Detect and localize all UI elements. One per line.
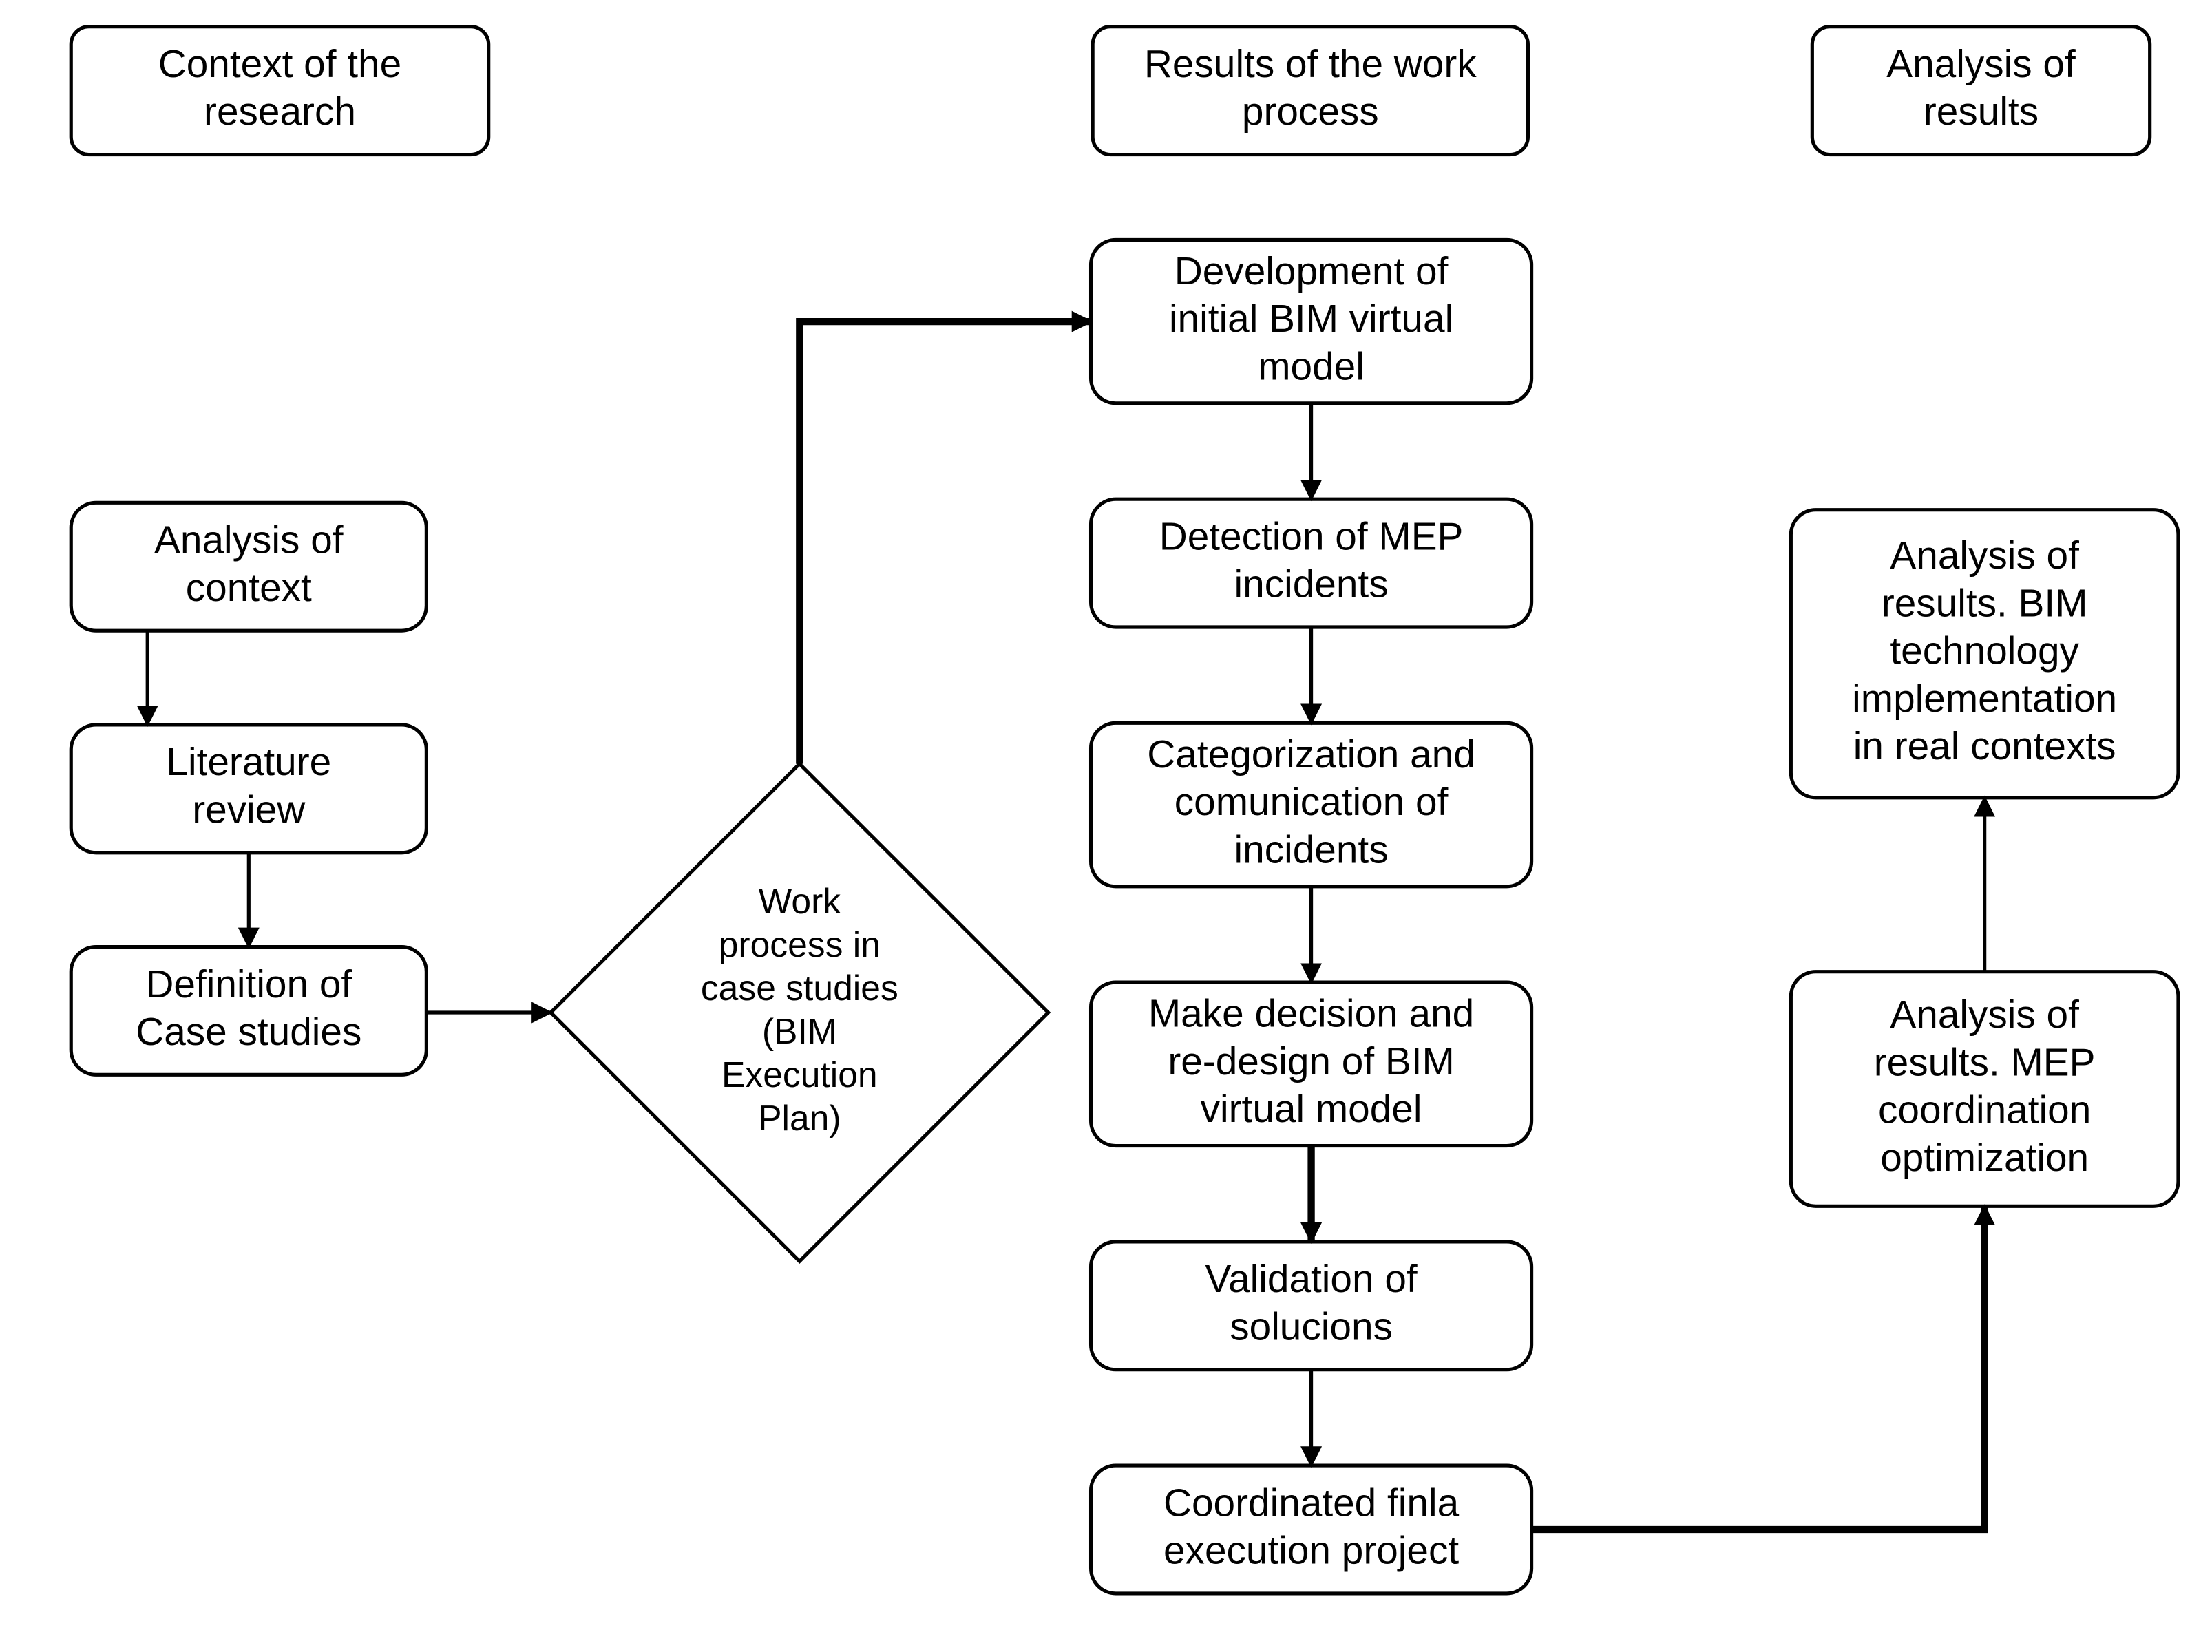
- svg-text:Results of the work: Results of the work: [1144, 43, 1477, 86]
- svg-text:Execution: Execution: [721, 1055, 878, 1094]
- svg-text:Categorization and: Categorization and: [1147, 733, 1475, 776]
- box-r2: Analysis ofresults. MEP coordinationoptim…: [1791, 972, 2178, 1207]
- svg-text:incidents: incidents: [1234, 563, 1389, 606]
- svg-text:comunication of: comunication of: [1175, 781, 1449, 824]
- box-c2: Detection of MEP incidents: [1091, 499, 1532, 627]
- box-c3: Categorization and comunication ofinciden…: [1091, 723, 1532, 886]
- svg-text:context: context: [186, 566, 312, 610]
- svg-text:(BIM: (BIM: [762, 1011, 837, 1051]
- svg-text:re-design of BIM: re-design of BIM: [1168, 1040, 1454, 1083]
- svg-text:results: results: [1924, 90, 2039, 134]
- box-c1: Development ofinitial BIM virtualmodel: [1091, 240, 1532, 403]
- svg-text:Analysis of: Analysis of: [154, 519, 344, 562]
- svg-text:Analysis of: Analysis of: [1890, 993, 2079, 1037]
- box-c5: Validation ofsolucions: [1091, 1242, 1532, 1370]
- box-b2: Literaturereview: [71, 725, 426, 853]
- svg-text:Plan): Plan): [758, 1098, 841, 1138]
- svg-text:research: research: [204, 90, 356, 134]
- svg-text:virtual model: virtual model: [1201, 1088, 1422, 1131]
- svg-text:Detection of MEP: Detection of MEP: [1159, 515, 1464, 558]
- svg-text:Context of the: Context of the: [158, 43, 401, 86]
- svg-text:model: model: [1258, 345, 1365, 388]
- svg-text:implementation: implementation: [1852, 677, 2117, 721]
- svg-text:coordination: coordination: [1878, 1089, 2091, 1132]
- box-r1: Analysis ofresults. BIM technologyimpleme…: [1791, 510, 2178, 798]
- svg-text:in real contexts: in real contexts: [1853, 725, 2116, 768]
- svg-text:case studies: case studies: [701, 968, 898, 1008]
- box-b1: Analysis ofcontext: [71, 502, 426, 631]
- svg-text:Validation of: Validation of: [1205, 1258, 1417, 1301]
- svg-text:Analysis of: Analysis of: [1886, 43, 2076, 86]
- svg-text:initial BIM virtual: initial BIM virtual: [1169, 297, 1453, 341]
- box-c6: Coordinated finlaexecution project: [1091, 1465, 1532, 1593]
- box-b3: Definition ofCase studies: [71, 947, 426, 1075]
- box-c4: Make decision andre-design of BIM virtual…: [1091, 982, 1532, 1145]
- svg-text:Definition of: Definition of: [145, 963, 352, 1006]
- svg-text:Make decision and: Make decision and: [1148, 993, 1474, 1036]
- svg-text:process in: process in: [719, 924, 881, 964]
- headers: Context of theresearch Results of the wor…: [71, 27, 2149, 155]
- header-h3: Analysis ofresults: [1812, 27, 2149, 155]
- svg-text:execution project: execution project: [1163, 1529, 1459, 1573]
- svg-text:optimization: optimization: [1880, 1136, 2089, 1180]
- header-h1: Context of theresearch: [71, 27, 488, 155]
- svg-text:technology: technology: [1890, 630, 2079, 673]
- svg-text:process: process: [1242, 90, 1379, 134]
- svg-text:results. MEP: results. MEP: [1874, 1041, 2096, 1084]
- svg-text:Case studies: Case studies: [136, 1010, 361, 1054]
- svg-text:review: review: [192, 788, 306, 832]
- svg-text:solucions: solucions: [1230, 1305, 1393, 1348]
- svg-text:Work: Work: [759, 881, 841, 921]
- svg-text:incidents: incidents: [1234, 828, 1389, 871]
- svg-text:Development of: Development of: [1175, 250, 1449, 293]
- svg-text:results. BIM: results. BIM: [1882, 582, 2088, 625]
- header-h2: Results of the workprocess: [1093, 27, 1528, 155]
- svg-text:Analysis of: Analysis of: [1890, 534, 2079, 578]
- flowchart-root: Context of theresearch Results of the wor…: [0, 0, 2212, 1652]
- svg-text:Literature: Literature: [166, 741, 331, 784]
- svg-text:Coordinated finla: Coordinated finla: [1163, 1481, 1460, 1525]
